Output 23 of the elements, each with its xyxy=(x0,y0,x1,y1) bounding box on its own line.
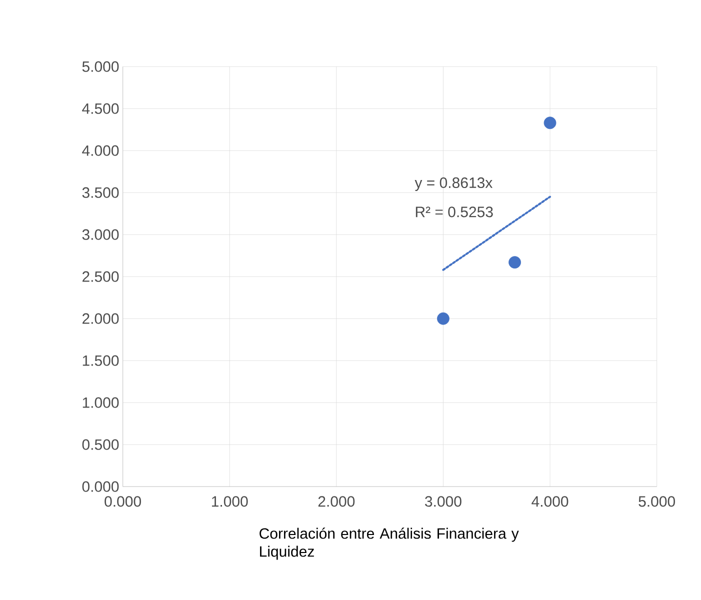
x-axis-title: Correlación entre Análisis Financiera y Liquidez xyxy=(260,528,519,560)
y-tick-label: 2.500 xyxy=(82,271,119,282)
y-tick-label: 4.500 xyxy=(82,103,119,114)
x-tick-label: 2.000 xyxy=(318,496,355,507)
x-tick-label: 3.000 xyxy=(425,496,462,507)
x-tick-label: 4.000 xyxy=(532,496,568,507)
x-tick-label: 1.000 xyxy=(212,496,248,507)
y-tick-label: 3.000 xyxy=(82,229,119,240)
y-tick-label: 3.500 xyxy=(82,187,119,198)
y-tick-label: 1.000 xyxy=(82,397,119,408)
x-tick-label: 0.000 xyxy=(104,496,141,507)
point xyxy=(544,116,556,130)
x-tick-label: 5.000 xyxy=(638,496,675,507)
annotation: R² = 0.5253 xyxy=(416,206,493,218)
y-tick-label: 4.000 xyxy=(82,145,119,156)
point xyxy=(508,256,521,269)
y-tick-label: 0.000 xyxy=(82,481,119,492)
y-tick-label: 0.500 xyxy=(82,439,119,450)
annotation: y = 0.8613x xyxy=(414,177,493,191)
y-tick-label: 1.500 xyxy=(82,355,119,366)
y-tick-label: 2.000 xyxy=(82,313,119,324)
point xyxy=(437,312,450,325)
y-tick-label: 5.000 xyxy=(82,61,119,72)
